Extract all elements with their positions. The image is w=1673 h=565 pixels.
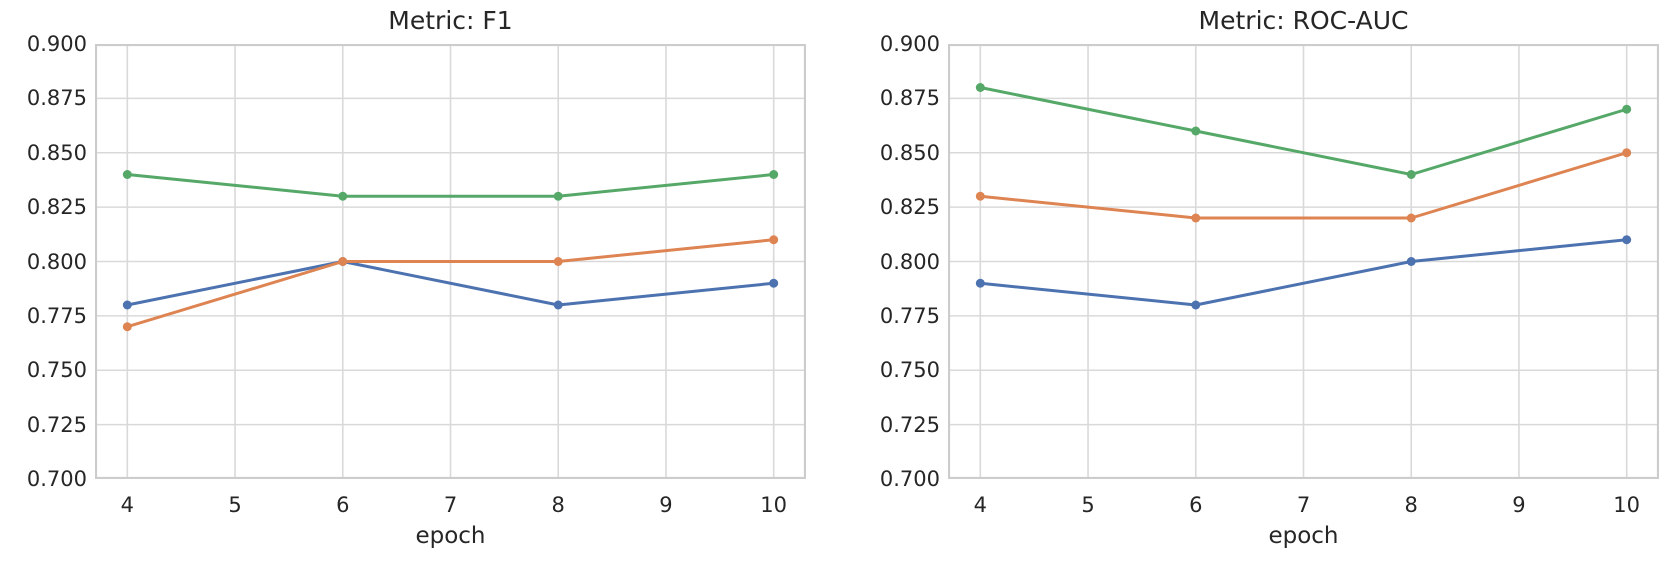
y-tick-label: 0.875 bbox=[879, 86, 940, 111]
marker-series-blue bbox=[1191, 300, 1201, 310]
y-tick-label: 0.700 bbox=[879, 467, 940, 491]
marker-series-blue bbox=[553, 300, 563, 310]
y-tick-label: 0.900 bbox=[26, 32, 87, 56]
marker-series-green bbox=[1622, 104, 1632, 114]
x-tick-label: 5 bbox=[1081, 493, 1095, 517]
chart-title-f1: Metric: F1 bbox=[388, 6, 513, 35]
marker-series-blue bbox=[1406, 257, 1416, 266]
marker-series-orange bbox=[769, 235, 779, 245]
y-tick-label: 0.750 bbox=[26, 358, 87, 383]
line-series-green bbox=[978, 86, 1629, 176]
line-series-orange bbox=[125, 238, 776, 329]
marker-series-orange bbox=[1406, 213, 1416, 223]
marker-series-green bbox=[122, 170, 132, 179]
line-series-green bbox=[125, 173, 776, 198]
x-axis-label-roc-auc: epoch bbox=[1268, 523, 1339, 549]
marker-series-orange bbox=[122, 322, 132, 332]
x-tick-label: 6 bbox=[336, 493, 350, 517]
marker-series-blue bbox=[769, 278, 779, 288]
x-tick-label: 8 bbox=[1404, 493, 1418, 517]
marker-series-green bbox=[553, 191, 563, 201]
plot-spines bbox=[95, 44, 806, 479]
y-tick-label: 0.750 bbox=[879, 358, 940, 383]
y-tick-label: 0.875 bbox=[26, 86, 87, 111]
y-tick-label: 0.850 bbox=[879, 140, 940, 165]
x-tick-label: 4 bbox=[120, 493, 134, 517]
x-axis-label-f1: epoch bbox=[415, 523, 486, 549]
marker-series-blue bbox=[1622, 235, 1632, 245]
x-tick-label: 9 bbox=[659, 493, 673, 517]
x-tick-label: 9 bbox=[1512, 493, 1526, 517]
y-tick-label: 0.850 bbox=[26, 140, 87, 165]
y-tick-label: 0.775 bbox=[26, 303, 87, 328]
x-tick-label: 4 bbox=[973, 493, 987, 517]
y-tick-label: 0.800 bbox=[26, 249, 87, 274]
marker-series-green bbox=[769, 170, 779, 179]
marker-series-orange bbox=[1191, 213, 1201, 223]
marker-series-orange bbox=[553, 257, 563, 266]
x-tick-label: 6 bbox=[1189, 493, 1203, 517]
marker-series-green bbox=[1406, 170, 1416, 179]
x-tick-label: 8 bbox=[551, 493, 565, 517]
x-tick-label: 5 bbox=[228, 493, 242, 517]
marker-series-blue bbox=[975, 278, 985, 288]
plot-area-f1 bbox=[95, 44, 806, 479]
chart-title-roc-auc: Metric: ROC-AUC bbox=[1198, 6, 1409, 35]
x-tick-label: 10 bbox=[760, 493, 788, 517]
x-tick-label: 10 bbox=[1613, 493, 1641, 517]
line-series-blue bbox=[125, 260, 776, 307]
marker-series-blue bbox=[122, 300, 132, 310]
marker-series-orange bbox=[1622, 148, 1632, 158]
marker-series-green bbox=[1191, 126, 1201, 136]
marker-series-orange bbox=[338, 257, 348, 266]
plot-area-roc-auc bbox=[948, 44, 1659, 479]
y-tick-label: 0.775 bbox=[879, 303, 940, 328]
plot-spines bbox=[948, 44, 1659, 479]
y-tick-label: 0.900 bbox=[879, 32, 940, 56]
y-tick-label: 0.725 bbox=[879, 412, 940, 437]
y-tick-label: 0.800 bbox=[879, 249, 940, 274]
y-tick-label: 0.825 bbox=[879, 195, 940, 220]
marker-series-green bbox=[338, 191, 348, 201]
line-series-blue bbox=[978, 238, 1629, 307]
y-tick-label: 0.725 bbox=[26, 412, 87, 437]
y-tick-label: 0.700 bbox=[26, 467, 87, 491]
y-tick-label: 0.825 bbox=[26, 195, 87, 220]
line-series-orange bbox=[978, 151, 1629, 220]
marker-series-green bbox=[975, 83, 985, 92]
marker-series-orange bbox=[975, 191, 985, 201]
x-tick-label: 7 bbox=[1296, 493, 1311, 517]
x-tick-label: 7 bbox=[443, 493, 458, 517]
